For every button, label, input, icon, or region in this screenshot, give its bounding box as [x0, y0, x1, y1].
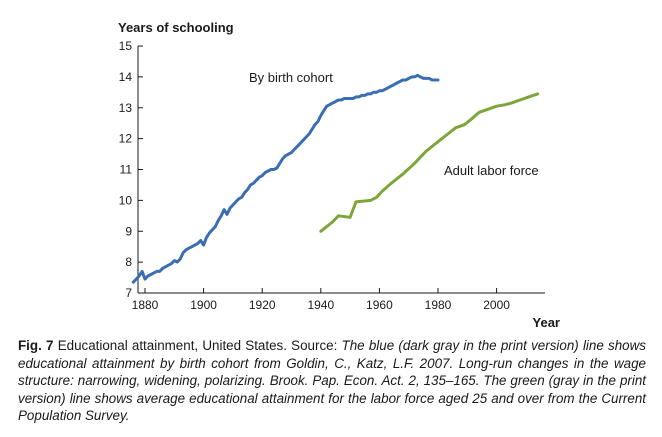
y-tick-label: 13	[119, 101, 133, 115]
y-tick-label: 11	[120, 163, 133, 177]
y-tick-label: 12	[119, 132, 133, 146]
x-tick-label: 1920	[249, 298, 276, 312]
x-tick-label: 2000	[483, 298, 510, 312]
y-tick-label: 14	[119, 70, 133, 84]
figure-caption: Fig. 7 Educational attainment, United St…	[18, 337, 646, 425]
x-tick-label: 1900	[190, 298, 217, 312]
y-tick-label: 9	[125, 224, 132, 238]
series-line-adult-labor-force	[319, 92, 540, 233]
x-tick-label: 1880	[132, 298, 159, 312]
y-axis-title: Years of schooling	[118, 20, 234, 35]
y-tick-label: 15	[119, 39, 133, 53]
x-tick-label: 1940	[307, 298, 334, 312]
series-line-by-birth-cohort	[131, 73, 440, 284]
x-ticks: 1880 1900 1920 1940 1960 1980 2000	[132, 288, 510, 312]
series-label-adult-labor-force: Adult labor force	[444, 163, 539, 178]
y-tick-label: 7	[125, 286, 132, 300]
series-lines	[131, 73, 540, 284]
caption-lead: Educational attainment, United States. S…	[57, 338, 342, 353]
caption-source: The blue (dark gray in the print version…	[18, 338, 646, 424]
series-label-by-birth-cohort: By birth cohort	[249, 70, 333, 85]
line-chart: Years of schooling Year 789101112131415 …	[118, 20, 560, 330]
x-tick-label: 1980	[425, 298, 452, 312]
y-ticks: 7 8 9 10 11 12 13 14 15	[119, 39, 143, 300]
x-axis-title: Year	[533, 315, 560, 330]
y-tick-label: 10	[119, 193, 133, 207]
x-tick-label: 1960	[366, 298, 393, 312]
figure-label: Fig. 7	[18, 338, 54, 353]
y-tick-label: 8	[125, 255, 132, 269]
